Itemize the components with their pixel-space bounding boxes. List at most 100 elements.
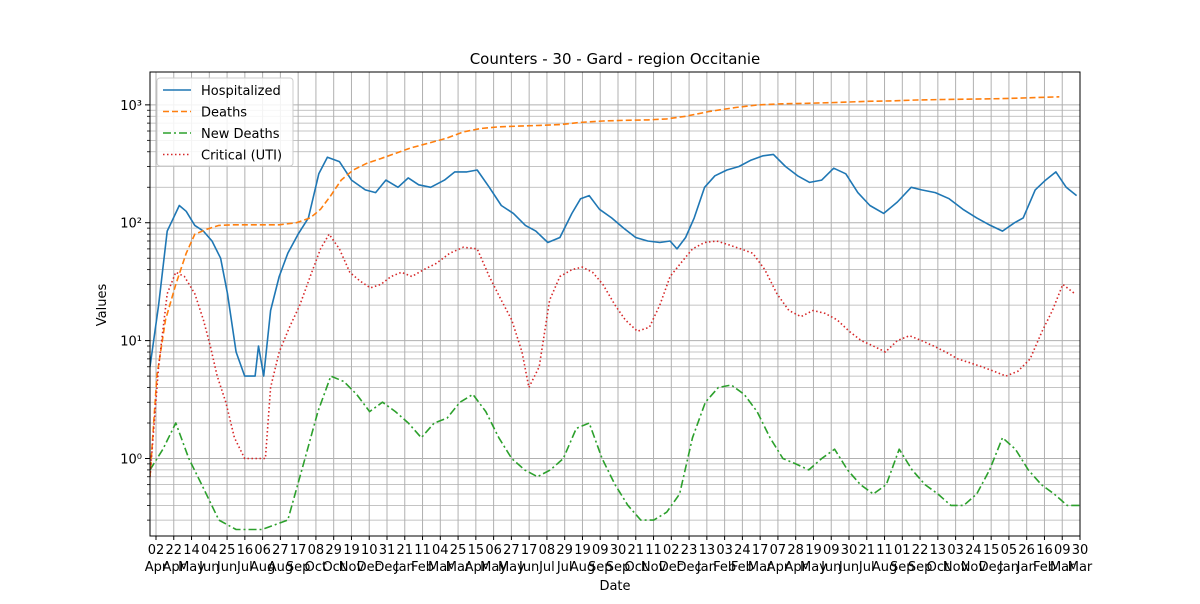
x-tick-day-label: 04 (201, 543, 218, 558)
x-tick-month-label: Apr (465, 560, 488, 575)
x-tick-day-label: 17 (290, 543, 307, 558)
x-tick-month-label: Mar (748, 560, 773, 575)
x-tick-day-label: 08 (308, 543, 325, 558)
x-tick-day-label: 29 (325, 543, 342, 558)
x-tick-month-label: Jul (236, 560, 253, 575)
legend-label: Critical (UTI) (201, 149, 282, 164)
x-tick-month-label: Nov (339, 560, 365, 575)
x-tick-month-label: Jan (696, 560, 717, 575)
chart-title: Counters - 30 - Gard - region Occitanie (470, 50, 761, 68)
series-line-new-deaths (150, 375, 1080, 531)
x-tick-day-label: 27 (272, 543, 289, 558)
x-tick-month-label: Nov (961, 560, 987, 575)
x-tick-month-label: Mar (1068, 560, 1093, 575)
x-tick-month-label: Jun (198, 560, 219, 575)
y-tick-label: 10² (120, 217, 142, 232)
x-tick-day-label: 19 (343, 543, 360, 558)
x-tick-day-label: 15 (468, 543, 485, 558)
x-tick-day-label: 25 (450, 543, 467, 558)
x-tick-month-label: Dec (659, 560, 684, 575)
x-tick-month-label: Jan (1016, 560, 1037, 575)
x-tick-month-label: Apr (145, 560, 168, 575)
x-tick-month-label: Mar (446, 560, 471, 575)
x-tick-day-label: 06 (485, 543, 502, 558)
x-tick-day-label: 31 (379, 543, 396, 558)
x-tick-month-label: Sep (606, 560, 631, 575)
y-tick-label: 10³ (120, 99, 142, 114)
x-tick-month-label: Feb (411, 560, 434, 575)
x-tick-day-label: 19 (805, 543, 822, 558)
x-tick-day-label: 02 (663, 543, 680, 558)
x-tick-day-label: 21 (858, 543, 875, 558)
x-tick-day-label: 21 (396, 543, 413, 558)
x-tick-month-label: Feb (713, 560, 736, 575)
series-line-hospitalized (150, 153, 1078, 377)
x-tick-month-label: Oct (927, 560, 949, 575)
x-tick-month-label: Nov (943, 560, 969, 575)
x-tick-month-label: Sep (890, 560, 915, 575)
x-tick-day-label: 21 (627, 543, 644, 558)
x-tick-month-label: Aug (570, 560, 595, 575)
x-tick-month-label: Jul (556, 560, 573, 575)
x-axis-ticks: 02Apr22Apr14May04Jun25Jun16Jul06Aug27Aug… (145, 536, 1093, 575)
x-tick-day-label: 11 (876, 543, 893, 558)
x-tick-month-label: Jun (838, 560, 859, 575)
x-tick-month-label: May (178, 560, 205, 575)
x-tick-day-label: 09 (592, 543, 609, 558)
y-axis-label: Values (95, 284, 110, 327)
x-tick-month-label: Oct (305, 560, 327, 575)
x-tick-day-label: 30 (841, 543, 858, 558)
x-tick-day-label: 28 (787, 543, 804, 558)
x-tick-month-label: Aug (250, 560, 275, 575)
y-axis-ticks: 10⁰ 10¹ 10² 10³ (120, 99, 150, 521)
legend-label: New Deaths (201, 127, 280, 142)
x-tick-month-label: Feb (731, 560, 754, 575)
x-tick-month-label: May (480, 560, 507, 575)
x-tick-month-label: Mar (428, 560, 453, 575)
x-tick-day-label: 25 (219, 543, 236, 558)
x-tick-day-label: 03 (947, 543, 964, 558)
x-tick-month-label: Aug (872, 560, 897, 575)
x-tick-day-label: 11 (414, 543, 431, 558)
x-tick-day-label: 27 (503, 543, 520, 558)
x-tick-month-label: Jun (216, 560, 237, 575)
legend: Hospitalized Deaths New Deaths Critical (UT… (156, 77, 294, 167)
x-tick-day-label: 24 (965, 543, 982, 558)
x-tick-day-label: 07 (770, 543, 787, 558)
series-line-critical-uti- (150, 233, 1076, 477)
x-tick-month-label: Oct (322, 560, 344, 575)
x-tick-month-label: Apr (163, 560, 186, 575)
x-tick-day-label: 17 (752, 543, 769, 558)
x-tick-day-label: 13 (699, 543, 716, 558)
grid (150, 72, 1081, 536)
x-tick-day-label: 30 (1072, 543, 1089, 558)
x-tick-day-label: 03 (716, 543, 733, 558)
x-tick-month-label: Jul (858, 560, 875, 575)
x-tick-day-label: 11 (645, 543, 662, 558)
x-tick-month-label: May (498, 560, 525, 575)
series-layer (150, 96, 1080, 531)
x-tick-month-label: Aug (268, 560, 293, 575)
x-tick-month-label: Sep (588, 560, 613, 575)
x-tick-month-label: Dec (979, 560, 1004, 575)
x-tick-month-label: Feb (1033, 560, 1056, 575)
x-tick-month-label: Sep (286, 560, 311, 575)
x-tick-day-label: 04 (432, 543, 449, 558)
x-tick-day-label: 15 (983, 543, 1000, 558)
x-tick-day-label: 08 (539, 543, 556, 558)
x-tick-month-label: Jun (820, 560, 841, 575)
x-tick-month-label: Dec (374, 560, 399, 575)
x-tick-day-label: 16 (1036, 543, 1053, 558)
legend-label: Hospitalized (201, 84, 281, 99)
x-tick-day-label: 22 (912, 543, 929, 558)
x-tick-day-label: 30 (610, 543, 627, 558)
x-tick-day-label: 29 (556, 543, 573, 558)
x-tick-day-label: 26 (1018, 543, 1035, 558)
x-tick-month-label: May (800, 560, 827, 575)
x-tick-month-label: Jan (998, 560, 1019, 575)
legend-box (156, 77, 294, 167)
y-tick-label: 10¹ (120, 335, 142, 350)
x-tick-day-label: 01 (894, 543, 911, 558)
